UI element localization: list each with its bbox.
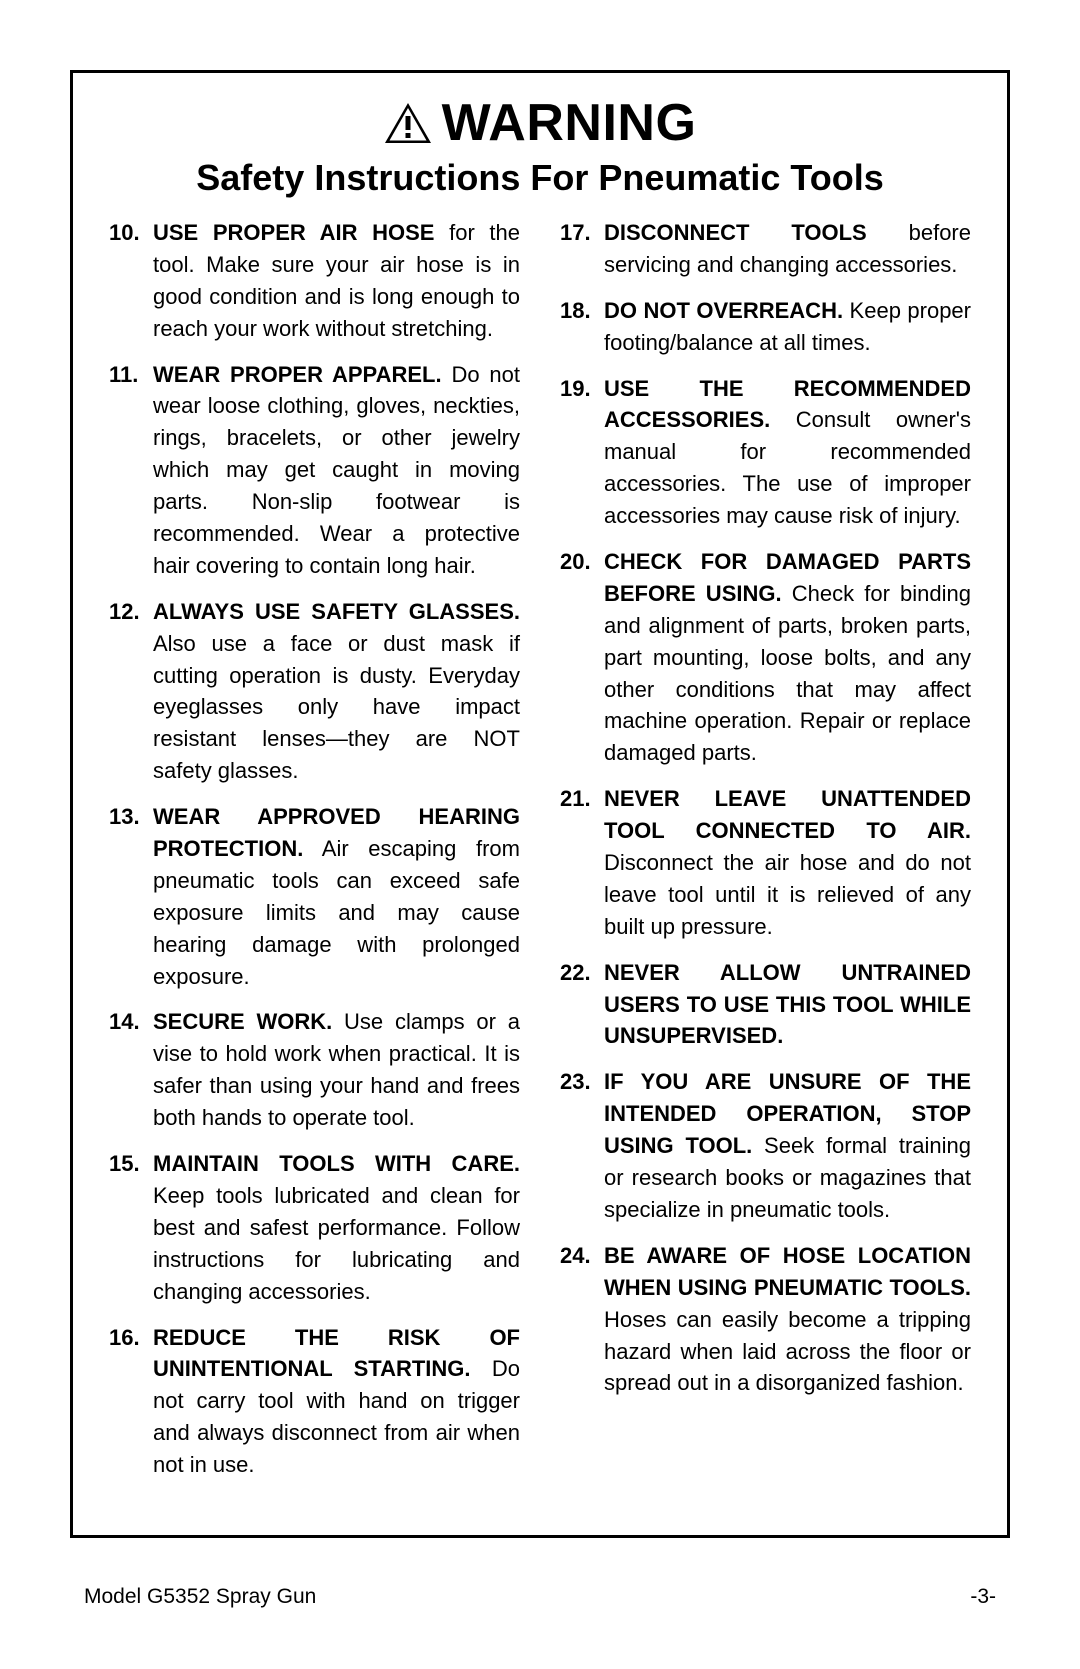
item-bold-text: WEAR PROPER APPAREL. bbox=[153, 362, 442, 387]
list-item: 12.ALWAYS USE SAFETY GLASSES. Also use a… bbox=[109, 596, 520, 787]
item-body: CHECK FOR DAMAGED PARTS BEFORE USING. Ch… bbox=[604, 546, 971, 769]
list-item: 14.SECURE WORK. Use clamps or a vise to … bbox=[109, 1006, 520, 1134]
item-number: 10. bbox=[109, 217, 153, 345]
list-item: 22.NEVER ALLOW UNTRAINED USERS TO USE TH… bbox=[560, 957, 971, 1053]
footer-model: Model G5352 Spray Gun bbox=[84, 1585, 316, 1609]
item-text: Disconnect the air hose and do not leave… bbox=[604, 850, 971, 939]
page-footer: Model G5352 Spray Gun -3- bbox=[84, 1585, 996, 1609]
item-number: 16. bbox=[109, 1322, 153, 1481]
item-body: ALWAYS USE SAFETY GLASSES. Also use a fa… bbox=[153, 596, 520, 787]
list-item: 19.USE THE RECOMMENDED ACCESSORIES. Cons… bbox=[560, 373, 971, 532]
list-item: 11.WEAR PROPER APPAREL. Do not wear loos… bbox=[109, 359, 520, 582]
item-number: 15. bbox=[109, 1148, 153, 1307]
item-number: 13. bbox=[109, 801, 153, 992]
list-item: 24.BE AWARE OF HOSE LOCATION WHEN USING … bbox=[560, 1240, 971, 1399]
item-bold-text: DISCONNECT TOOLS bbox=[604, 220, 867, 245]
heading-row: WARNING bbox=[109, 93, 971, 153]
warning-title: WARNING bbox=[442, 93, 697, 153]
columns: 10.USE PROPER AIR HOSE for the tool. Mak… bbox=[109, 217, 971, 1495]
list-item: 17.DISCONNECT TOOLS before servicing and… bbox=[560, 217, 971, 281]
item-text: Hoses can easily become a tripping hazar… bbox=[604, 1307, 971, 1396]
list-item: 15.MAINTAIN TOOLS WITH CARE. Keep tools … bbox=[109, 1148, 520, 1307]
item-number: 24. bbox=[560, 1240, 604, 1399]
item-body: MAINTAIN TOOLS WITH CARE. Keep tools lub… bbox=[153, 1148, 520, 1307]
left-column: 10.USE PROPER AIR HOSE for the tool. Mak… bbox=[109, 217, 520, 1495]
item-body: SECURE WORK. Use clamps or a vise to hol… bbox=[153, 1006, 520, 1134]
subtitle: Safety Instructions For Pneumatic Tools bbox=[109, 157, 971, 199]
list-item: 20.CHECK FOR DAMAGED PARTS BEFORE USING.… bbox=[560, 546, 971, 769]
item-bold-text: BE AWARE OF HOSE LOCATION WHEN USING PNE… bbox=[604, 1243, 971, 1300]
item-text: Also use a face or dust mask if cutting … bbox=[153, 631, 520, 784]
item-body: NEVER LEAVE UNATTENDED TOOL CONNECTED TO… bbox=[604, 783, 971, 942]
item-body: IF YOU ARE UNSURE OF THE INTENDED OPERAT… bbox=[604, 1066, 971, 1225]
item-bold-text: SECURE WORK. bbox=[153, 1009, 332, 1034]
item-body: USE THE RECOMMENDED ACCESSORIES. Consult… bbox=[604, 373, 971, 532]
item-number: 14. bbox=[109, 1006, 153, 1134]
item-number: 17. bbox=[560, 217, 604, 281]
item-body: WEAR PROPER APPAREL. Do not wear loose c… bbox=[153, 359, 520, 582]
content-frame: WARNING Safety Instructions For Pneumati… bbox=[70, 70, 1010, 1538]
item-bold-text: MAINTAIN TOOLS WITH CARE. bbox=[153, 1151, 520, 1176]
item-text: Check for binding and alignment of parts… bbox=[604, 581, 971, 765]
item-number: 12. bbox=[109, 596, 153, 787]
list-item: 18.DO NOT OVERREACH. Keep proper footing… bbox=[560, 295, 971, 359]
heading-block: WARNING Safety Instructions For Pneumati… bbox=[109, 93, 971, 199]
list-item: 23.IF YOU ARE UNSURE OF THE INTENDED OPE… bbox=[560, 1066, 971, 1225]
list-item: 21.NEVER LEAVE UNATTENDED TOOL CONNECTED… bbox=[560, 783, 971, 942]
item-text: Do not wear loose clothing, gloves, neck… bbox=[153, 362, 520, 578]
item-number: 23. bbox=[560, 1066, 604, 1225]
item-bold-text: NEVER ALLOW UNTRAINED USERS TO USE THIS … bbox=[604, 960, 971, 1049]
page: WARNING Safety Instructions For Pneumati… bbox=[0, 0, 1080, 1669]
item-body: WEAR APPROVED HEARING PROTECTION. Air es… bbox=[153, 801, 520, 992]
item-body: NEVER ALLOW UNTRAINED USERS TO USE THIS … bbox=[604, 957, 971, 1053]
item-bold-text: REDUCE THE RISK OF UNINTENTIONAL STARTIN… bbox=[153, 1325, 520, 1382]
item-body: REDUCE THE RISK OF UNINTENTIONAL STARTIN… bbox=[153, 1322, 520, 1481]
right-column: 17.DISCONNECT TOOLS before servicing and… bbox=[560, 217, 971, 1495]
item-bold-text: NEVER LEAVE UNATTENDED TOOL CONNECTED TO… bbox=[604, 786, 971, 843]
item-text: Keep tools lubricated and clean for best… bbox=[153, 1183, 520, 1304]
item-body: DISCONNECT TOOLS before servicing and ch… bbox=[604, 217, 971, 281]
item-number: 20. bbox=[560, 546, 604, 769]
item-bold-text: USE PROPER AIR HOSE bbox=[153, 220, 434, 245]
item-number: 19. bbox=[560, 373, 604, 532]
warning-triangle-icon bbox=[384, 102, 432, 144]
item-number: 18. bbox=[560, 295, 604, 359]
list-item: 13.WEAR APPROVED HEARING PROTECTION. Air… bbox=[109, 801, 520, 992]
item-number: 21. bbox=[560, 783, 604, 942]
item-body: DO NOT OVERREACH. Keep proper footing/ba… bbox=[604, 295, 971, 359]
item-number: 11. bbox=[109, 359, 153, 582]
item-number: 22. bbox=[560, 957, 604, 1053]
item-body: BE AWARE OF HOSE LOCATION WHEN USING PNE… bbox=[604, 1240, 971, 1399]
footer-page-number: -3- bbox=[970, 1585, 996, 1609]
item-body: USE PROPER AIR HOSE for the tool. Make s… bbox=[153, 217, 520, 345]
item-bold-text: ALWAYS USE SAFETY GLASSES. bbox=[153, 599, 520, 624]
list-item: 10.USE PROPER AIR HOSE for the tool. Mak… bbox=[109, 217, 520, 345]
list-item: 16.REDUCE THE RISK OF UNINTENTIONAL STAR… bbox=[109, 1322, 520, 1481]
item-bold-text: DO NOT OVERREACH. bbox=[604, 298, 843, 323]
